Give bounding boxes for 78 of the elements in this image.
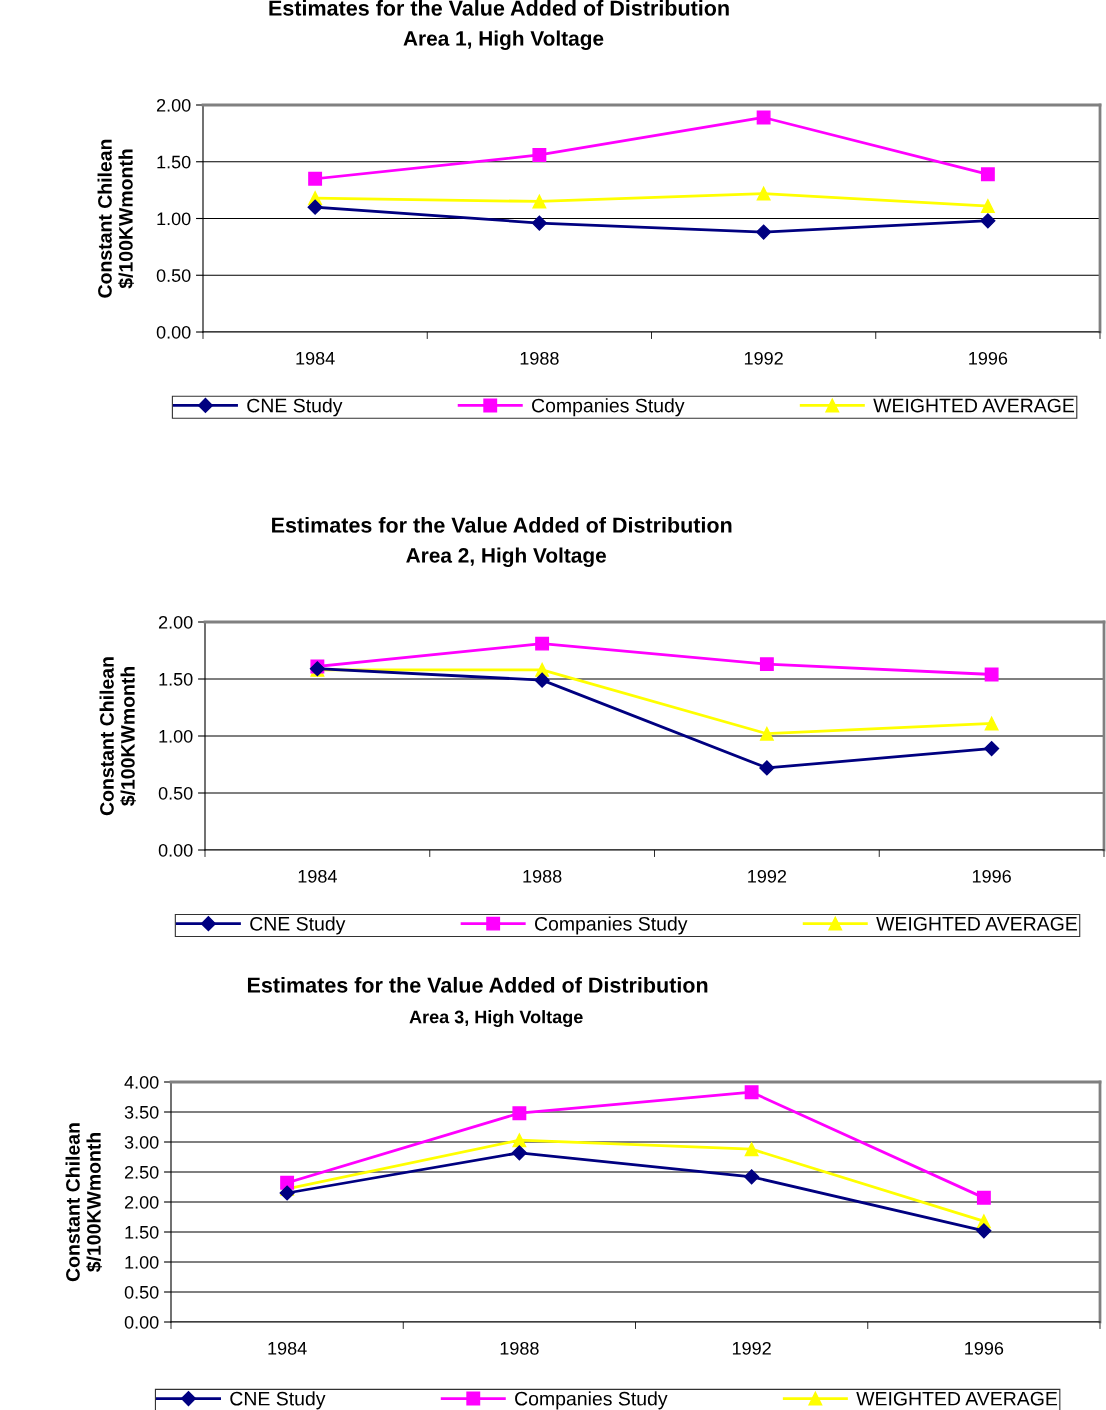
point <box>980 199 995 213</box>
point <box>756 224 772 240</box>
y-axis-title: Constant Chilean $/100KWmonth <box>65 1123 103 1282</box>
point <box>759 760 775 776</box>
x-tick-label: 1984 <box>298 869 337 883</box>
point <box>512 1106 527 1121</box>
y-tick-label: 2.00 <box>124 1195 159 1209</box>
chart-subtitle: Area 3, High Voltage <box>409 1010 583 1027</box>
point <box>984 740 1000 757</box>
y-tick-label: 0.50 <box>158 786 193 800</box>
point <box>984 667 999 682</box>
y-tick-label: 1.50 <box>157 155 191 169</box>
point <box>532 147 547 162</box>
y-tick-label: 4.00 <box>124 1075 159 1089</box>
legend-label: WEIGHTED AVERAGE <box>876 916 1077 931</box>
point <box>511 1145 527 1161</box>
y-tick-label: 1.00 <box>159 729 193 743</box>
point <box>756 186 771 201</box>
legend-label: Companies Study <box>515 1391 668 1410</box>
chart-title: Estimates for the Value Added of Distribution <box>272 516 732 533</box>
y-tick-label: 0.00 <box>156 325 191 339</box>
point <box>980 213 996 229</box>
y-tick-label: 2.00 <box>158 615 193 629</box>
y-tick-label: 2.50 <box>124 1165 159 1179</box>
legend-label: CNE Study <box>230 1391 326 1410</box>
x-tick-label: 1996 <box>969 351 1008 365</box>
y-tick-label: 0.00 <box>158 843 193 857</box>
x-tick-label: 1988 <box>500 1341 539 1355</box>
point <box>535 636 550 651</box>
point <box>980 167 995 182</box>
y-tick-label: 3.50 <box>124 1105 159 1119</box>
point <box>279 1185 295 1201</box>
legend-label: Companies Study <box>532 398 685 417</box>
y-tick-label: 2.00 <box>156 98 191 112</box>
y-tick-label: 1.00 <box>125 1255 159 1269</box>
point <box>531 215 547 231</box>
legend-label: CNE Study <box>250 916 346 935</box>
x-tick-label: 1996 <box>965 1341 1004 1355</box>
legend-label: CNE Study <box>247 398 343 417</box>
legend-label: Companies Study <box>535 916 688 935</box>
point <box>744 1142 759 1157</box>
x-tick-label: 1992 <box>748 869 787 883</box>
point <box>512 1133 527 1148</box>
point <box>976 1223 992 1239</box>
legend-label: WEIGHTED AVERAGE <box>873 398 1074 413</box>
y-tick-label: 1.50 <box>125 1225 159 1239</box>
point <box>744 1085 759 1100</box>
point <box>280 1175 295 1190</box>
y-tick-label: 0.50 <box>156 269 191 282</box>
point <box>984 716 999 731</box>
y-tick-label: 3.00 <box>124 1135 159 1149</box>
chart-subtitle: Area 2, High Voltage <box>406 547 606 567</box>
y-tick-label: 1.50 <box>159 672 193 686</box>
point <box>532 194 547 209</box>
point <box>759 726 774 741</box>
x-tick-label: 1984 <box>296 351 335 365</box>
chart-subtitle: Area 1, High Voltage <box>403 30 604 50</box>
legend-label: WEIGHTED AVERAGE <box>856 1391 1058 1406</box>
x-tick-label: 1988 <box>520 351 559 365</box>
x-tick-label: 1992 <box>732 1341 771 1355</box>
point <box>756 110 771 125</box>
y-tick-label: 0.50 <box>124 1285 159 1299</box>
y-axis-title: Constant Chilean $/100KWmonth <box>97 139 135 298</box>
point <box>744 1169 760 1185</box>
chart-title: Estimates for the Value Added of Distribution <box>269 0 729 16</box>
point <box>534 672 550 688</box>
point <box>307 199 323 215</box>
point <box>759 657 774 672</box>
x-tick-label: 1992 <box>744 351 783 365</box>
x-tick-label: 1988 <box>523 869 562 883</box>
y-tick-label: 0.00 <box>124 1315 159 1329</box>
x-tick-label: 1996 <box>972 869 1011 883</box>
point <box>308 171 323 186</box>
point <box>976 1190 991 1205</box>
y-axis-title: Constant Chilean $/100KWmonth <box>99 657 137 816</box>
y-tick-label: 1.00 <box>157 212 191 226</box>
chart-title: Estimates for the Value Added of Distribution <box>247 976 708 993</box>
x-tick-label: 1984 <box>268 1341 307 1355</box>
